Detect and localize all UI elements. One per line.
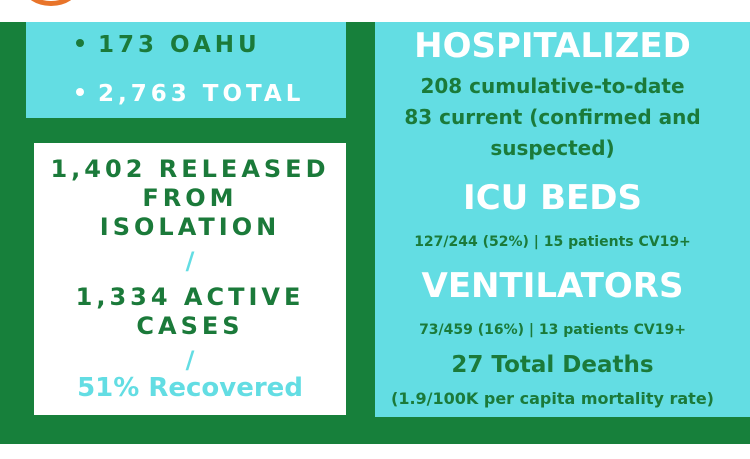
- ventilators-title: VENTILATORS: [421, 266, 684, 306]
- released-line-3: ISOLATION: [99, 213, 281, 241]
- released-line-2: FROM: [142, 184, 238, 212]
- icu-beds-title: ICU BEDS: [463, 178, 642, 218]
- bullet-icon: [76, 38, 84, 47]
- total-cases-text: 2,763 TOTAL: [98, 81, 305, 107]
- hospitalized-current-line-1: 83 current (confirmed and: [404, 105, 701, 129]
- total-cases-item: 2,763 TOTAL: [76, 81, 304, 107]
- ventilators-detail: 73/459 (16%) | 13 patients CV19+: [419, 322, 686, 338]
- bullet-icon: [76, 87, 84, 96]
- oahu-cases-item: 173 OAHU: [76, 32, 261, 58]
- total-deaths: 27 Total Deaths: [451, 352, 654, 378]
- cases-panel: [26, 22, 346, 118]
- recovered-percent: 51% Recovered: [77, 373, 303, 403]
- hospitalized-panel: HOSPITALIZED 208 cumulative-to-date 83 c…: [375, 22, 750, 417]
- released-panel: 1,402 RELEASED FROM ISOLATION / 1,334 AC…: [34, 143, 346, 415]
- oahu-cases-text: 173 OAHU: [98, 32, 261, 58]
- hospitalized-current-line-2: suspected): [490, 136, 615, 160]
- divider-slash-2: /: [185, 346, 195, 374]
- top-strip: [0, 0, 750, 22]
- divider-slash-1: /: [185, 247, 195, 275]
- active-line-1: 1,334 ACTIVE: [75, 283, 305, 311]
- bottom-strip: [0, 444, 750, 459]
- hospitalized-title: HOSPITALIZED: [414, 26, 691, 66]
- active-line-2: CASES: [136, 312, 244, 340]
- mortality-rate: (1.9/100K per capita mortality rate): [391, 389, 714, 408]
- hospitalized-cumulative: 208 cumulative-to-date: [420, 74, 685, 98]
- released-line-1: 1,402 RELEASED: [50, 155, 330, 183]
- icu-beds-detail: 127/244 (52%) | 15 patients CV19+: [414, 234, 691, 250]
